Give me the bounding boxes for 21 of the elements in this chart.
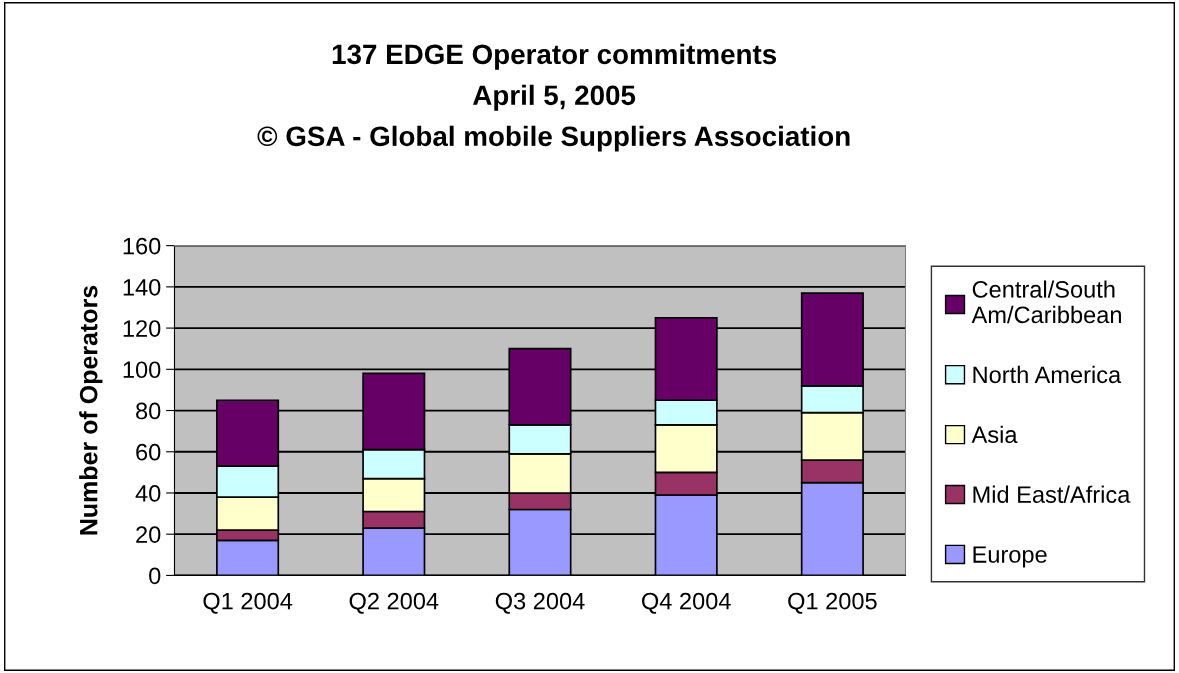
y-tick-label: 40 [135,485,161,502]
legend-label: Central/South Am/Caribbean [971,280,1121,324]
y-tick-label: 100 [123,361,161,379]
x-tick-label: Q1 2005 [788,592,877,614]
y-tick-label: 120 [123,320,161,337]
x-tick-label: Q2 2004 [349,592,439,614]
y-tick-label: 160 [123,237,161,255]
x-tick-label: Q1 2004 [203,592,293,614]
legend-label: North America [973,365,1122,384]
x-tick-label: Q4 2004 [642,592,731,614]
y-tick-label: 0 [149,567,161,585]
y-tick-label: 80 [136,402,161,420]
y-tick-label: 140 [123,278,161,296]
chart-title: 137 EDGE Operator commitments April 5, 2005 © GSA - Global mobile Suppliers Association [257,43,850,152]
legend-label: Asia [971,425,1018,444]
legend-label: Europe [973,546,1047,568]
y-axis-title: Number of Operators [79,285,103,535]
legend-label: Mid East/Africa [973,485,1131,503]
y-tick-label: 60 [136,443,161,461]
y-tick-label: 20 [136,526,161,543]
x-tick-label: Q3 2004 [495,592,585,614]
